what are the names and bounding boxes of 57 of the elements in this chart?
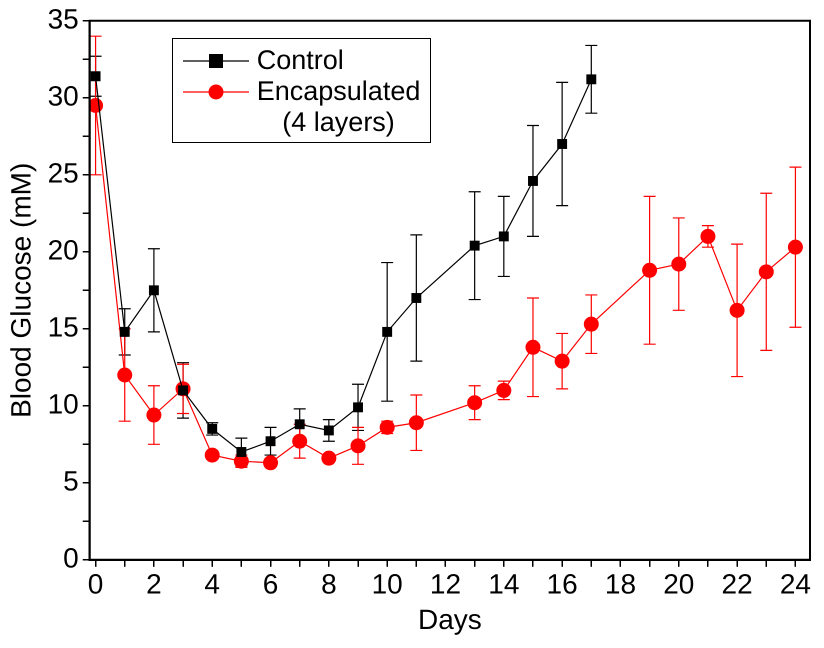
y-tick-label: 10 (48, 388, 79, 420)
point (528, 176, 538, 186)
point (554, 354, 570, 369)
point (204, 448, 220, 463)
point (700, 228, 716, 244)
y-axis-title: Blood Glucose (mM) (6, 162, 37, 418)
point (557, 139, 568, 149)
point (788, 240, 803, 255)
y-tick-label: 20 (48, 234, 79, 266)
point (525, 340, 540, 355)
y-tick-label: 5 (63, 466, 79, 497)
point (758, 264, 774, 280)
point (642, 262, 658, 278)
point (236, 447, 246, 457)
point (146, 408, 162, 423)
point (266, 436, 276, 446)
point (350, 438, 366, 454)
point (117, 368, 132, 382)
point (292, 434, 308, 449)
y-tick-label: 25 (48, 158, 79, 189)
legend-label: Control (256, 44, 344, 76)
point (321, 450, 336, 466)
point (382, 326, 392, 337)
x-tick-label: 12 (430, 568, 462, 600)
y-tick-label: 0 (63, 542, 79, 574)
x-tick-label: 18 (604, 568, 636, 600)
point (470, 240, 480, 251)
point (353, 402, 363, 412)
point (120, 326, 130, 337)
point (148, 285, 159, 296)
point (498, 231, 509, 242)
y-tick-label: 35 (48, 4, 79, 35)
x-axis-title: Days (418, 604, 482, 635)
point (408, 415, 424, 430)
x-tick-label: 4 (204, 568, 220, 600)
x-tick-label: 22 (722, 568, 753, 600)
point (294, 419, 305, 430)
x-tick-label: 8 (321, 568, 337, 600)
legend-label: Encapsulated (4 layers) (256, 76, 420, 138)
x-tick-label: 6 (262, 568, 278, 600)
point (730, 302, 745, 318)
point (324, 425, 334, 436)
point (671, 256, 686, 272)
point (411, 293, 422, 303)
x-tick-label: 16 (546, 568, 578, 600)
y-tick-label: 15 (48, 312, 79, 343)
point (263, 455, 278, 470)
y-tick-label: 30 (48, 80, 79, 112)
x-tick-label: 10 (372, 568, 403, 600)
x-tick-label: 0 (88, 568, 104, 600)
point (586, 74, 596, 84)
x-tick-label: 2 (146, 568, 162, 600)
x-tick-label: 24 (780, 568, 811, 600)
x-tick-label: 20 (663, 568, 694, 600)
x-tick-label: 14 (488, 568, 520, 600)
point (584, 316, 599, 332)
point (467, 395, 482, 410)
